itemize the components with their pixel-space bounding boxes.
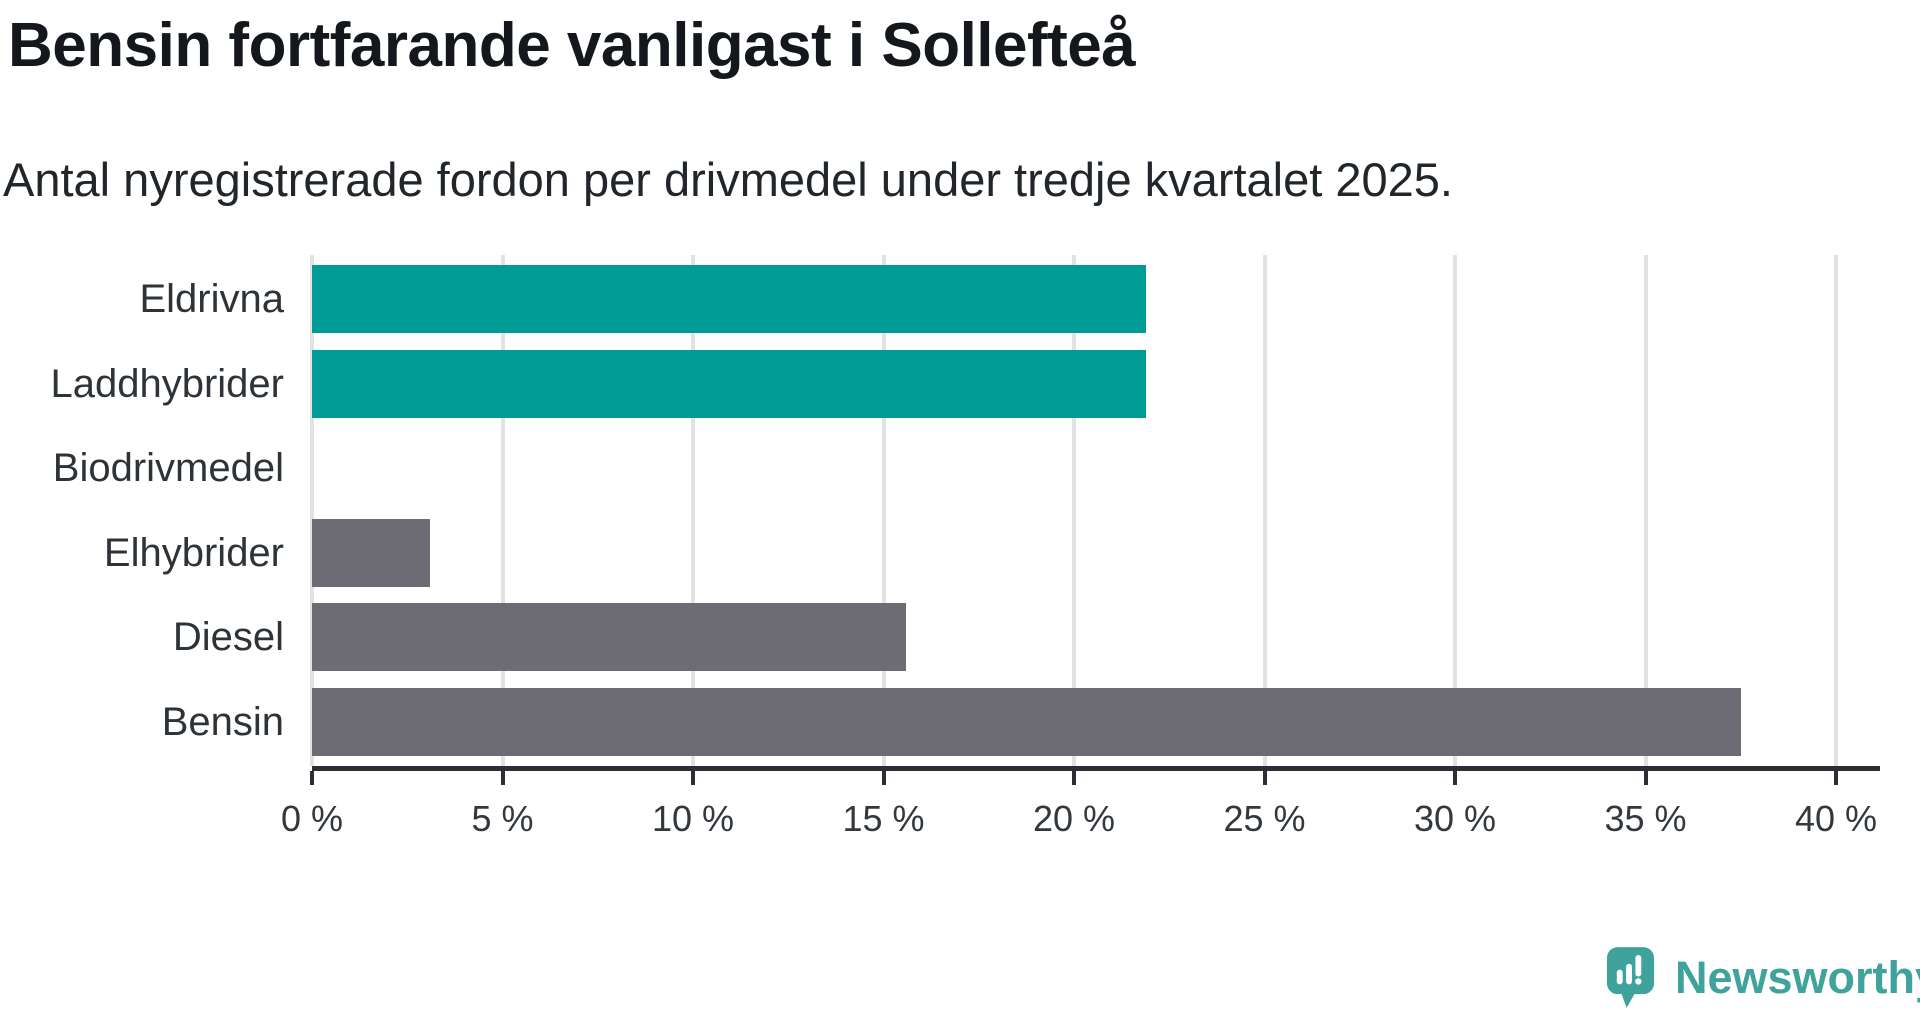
gridline-35 (1643, 255, 1648, 766)
gridline-40 (1834, 255, 1838, 766)
x-tick-label-0: 0 % (280, 798, 344, 839)
x-tick-mark-40 (1834, 771, 1838, 785)
x-tick-label-30: 30 % (1413, 798, 1497, 839)
x-tick-label-10: 10 % (651, 798, 735, 839)
x-tick-mark-25 (1262, 771, 1267, 785)
x-tick-mark-20 (1072, 771, 1076, 785)
x-tick-mark-0 (310, 771, 314, 785)
x-tick-label-20: 20 % (1032, 798, 1116, 839)
chart-subtitle: Antal nyregistrerade fordon per drivmede… (3, 153, 1453, 206)
x-tick-label-40: 40 % (1794, 798, 1878, 839)
x-tick-label-5: 5 % (471, 798, 534, 839)
newsworthy-speech-bubble-chart-icon (1606, 946, 1655, 1009)
gridline-20 (1072, 255, 1076, 766)
bar-eldrivna (312, 265, 1147, 333)
gridline-10 (691, 255, 695, 766)
gridline-15 (881, 255, 886, 766)
brand-logo: Newsworthy (1606, 946, 1920, 1009)
x-tick-mark-10 (691, 771, 695, 785)
x-tick-mark-35 (1643, 771, 1648, 785)
x-tick-mark-30 (1453, 771, 1457, 785)
category-label-laddhybrider: Laddhybrider (50, 361, 285, 406)
x-tick-label-35: 35 % (1604, 798, 1687, 839)
gridline-5 (500, 255, 505, 766)
bar-diesel (312, 603, 907, 671)
chart-title: Bensin fortfarande vanligast i Sollefteå (8, 11, 1136, 80)
bar-bensin (312, 687, 1741, 756)
category-label-elhybrider: Elhybrider (103, 530, 284, 575)
gridline-30 (1453, 255, 1457, 766)
category-label-diesel: Diesel (172, 615, 284, 659)
x-tick-label-25: 25 % (1223, 798, 1306, 839)
category-label-biodrivmedel: Biodrivmedel (52, 446, 284, 490)
gridline-0 (310, 255, 314, 766)
gridline-25 (1262, 255, 1267, 766)
x-tick-mark-5 (500, 771, 505, 785)
x-tick-label-15: 15 % (842, 798, 925, 839)
brand-wordmark: Newsworthy (1675, 951, 1920, 1003)
x-axis-line (312, 766, 1880, 771)
bar-elhybrider (312, 518, 431, 587)
category-label-eldrivna: Eldrivna (139, 277, 284, 321)
x-tick-mark-15 (881, 771, 886, 785)
category-label-bensin: Bensin (161, 699, 284, 744)
bar-laddhybrider (312, 349, 1147, 418)
